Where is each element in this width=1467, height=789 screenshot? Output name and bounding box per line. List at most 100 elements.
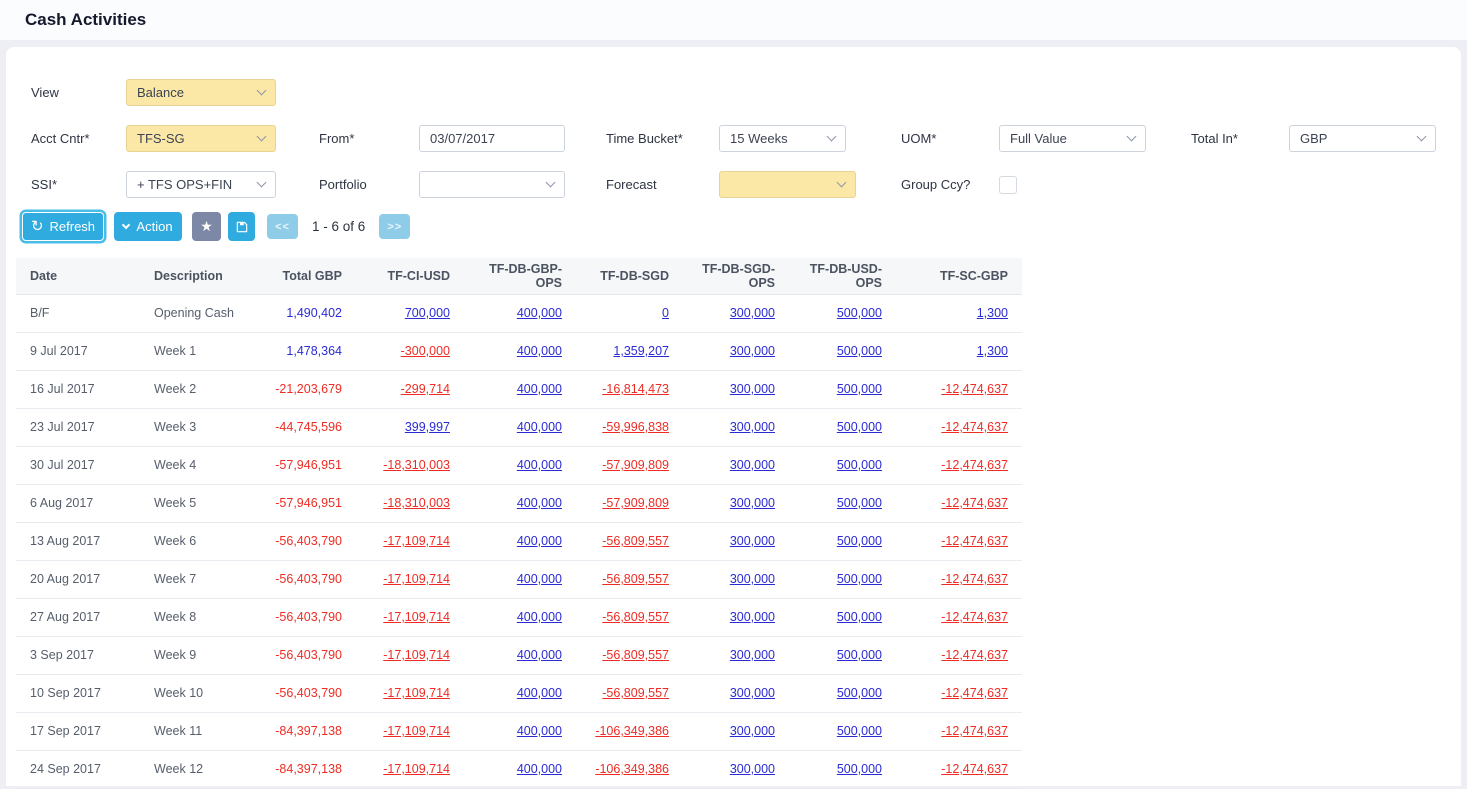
favorite-button[interactable]: ★ (192, 212, 221, 241)
cell-amount-link[interactable]: 400,000 (464, 294, 576, 333)
cell-amount-link[interactable]: -12,474,637 (896, 446, 1022, 485)
cell-amount-link[interactable]: 400,000 (464, 522, 576, 561)
cell-amount-link[interactable]: 400,000 (464, 712, 576, 751)
column-header[interactable]: Description (140, 258, 252, 295)
pagination-next-button[interactable]: >> (379, 214, 411, 239)
column-header[interactable]: TF-DB-USD-OPS (789, 258, 896, 295)
uom-select[interactable]: Full Value (999, 125, 1146, 152)
cell-amount-link[interactable]: 500,000 (789, 332, 896, 371)
column-header[interactable]: Date (16, 258, 140, 295)
cell-amount-link[interactable]: -17,109,714 (356, 674, 464, 713)
cell-amount-link[interactable]: -299,714 (356, 370, 464, 409)
from-date-input[interactable] (430, 131, 554, 146)
cell-amount-link[interactable]: 300,000 (683, 484, 789, 523)
cell-amount-link[interactable]: -12,474,637 (896, 560, 1022, 599)
cell-amount-link[interactable]: -56,809,557 (576, 636, 683, 675)
cell-amount-link[interactable]: -12,474,637 (896, 408, 1022, 447)
cell-amount-link[interactable]: 400,000 (464, 446, 576, 485)
cell-amount-link[interactable]: 300,000 (683, 522, 789, 561)
column-header[interactable]: TF-DB-SGD-OPS (683, 258, 789, 295)
cell-amount-link[interactable]: 500,000 (789, 522, 896, 561)
cell-amount-link[interactable]: -57,909,809 (576, 484, 683, 523)
cell-amount-link[interactable]: 1,300 (896, 332, 1022, 371)
cell-amount-link[interactable]: 300,000 (683, 332, 789, 371)
cell-amount-link[interactable]: 500,000 (789, 674, 896, 713)
refresh-button[interactable]: ↻ Refresh (22, 212, 104, 241)
cell-amount-link[interactable]: 300,000 (683, 636, 789, 675)
cell-amount-link[interactable]: 400,000 (464, 408, 576, 447)
cell-amount-link[interactable]: -12,474,637 (896, 636, 1022, 675)
cell-amount-link[interactable]: -12,474,637 (896, 712, 1022, 751)
cell-amount-link[interactable]: -16,814,473 (576, 370, 683, 409)
cell-amount-link[interactable]: 300,000 (683, 408, 789, 447)
cell-amount-link[interactable]: -106,349,386 (576, 712, 683, 751)
cell-amount-link[interactable]: -300,000 (356, 332, 464, 371)
cell-amount-link[interactable]: -17,109,714 (356, 598, 464, 637)
ssi-select[interactable]: + TFS OPS+FIN (126, 171, 276, 198)
cell-amount-link[interactable]: 400,000 (464, 370, 576, 409)
cell-amount-link[interactable]: 400,000 (464, 750, 576, 789)
cell-amount-link[interactable]: 1,359,207 (576, 332, 683, 371)
cell-amount-link[interactable]: 400,000 (464, 598, 576, 637)
cell-amount-link[interactable]: -106,349,386 (576, 750, 683, 789)
action-button[interactable]: Action (114, 212, 182, 241)
cell-amount-link[interactable]: 300,000 (683, 712, 789, 751)
cell-amount-link[interactable]: -18,310,003 (356, 484, 464, 523)
cell-amount-link[interactable]: -12,474,637 (896, 484, 1022, 523)
cell-amount-link[interactable]: -12,474,637 (896, 674, 1022, 713)
cell-amount-link[interactable]: -12,474,637 (896, 522, 1022, 561)
cell-amount-link[interactable]: 399,997 (356, 408, 464, 447)
cell-amount-link[interactable]: -57,909,809 (576, 446, 683, 485)
time-bucket-select[interactable]: 15 Weeks (719, 125, 846, 152)
cell-amount-link[interactable]: -56,809,557 (576, 560, 683, 599)
view-select[interactable]: Balance (126, 79, 276, 106)
cell-amount-link[interactable]: 400,000 (464, 332, 576, 371)
cell-amount-link[interactable]: 500,000 (789, 712, 896, 751)
cell-amount-link[interactable]: -17,109,714 (356, 750, 464, 789)
cell-amount-link[interactable]: 400,000 (464, 560, 576, 599)
save-button[interactable] (228, 212, 255, 241)
cell-amount-link[interactable]: -17,109,714 (356, 522, 464, 561)
cell-amount-link[interactable]: 300,000 (683, 446, 789, 485)
portfolio-select[interactable] (419, 171, 565, 198)
forecast-select[interactable] (719, 171, 856, 198)
cell-amount-link[interactable]: -17,109,714 (356, 712, 464, 751)
cell-amount-link[interactable]: 500,000 (789, 598, 896, 637)
cell-amount-link[interactable]: -56,809,557 (576, 522, 683, 561)
cell-amount-link[interactable]: 400,000 (464, 636, 576, 675)
pagination-prev-button[interactable]: << (267, 214, 298, 239)
cell-amount-link[interactable]: -18,310,003 (356, 446, 464, 485)
column-header[interactable]: TF-DB-SGD (576, 258, 683, 295)
cell-amount-link[interactable]: 500,000 (789, 560, 896, 599)
cell-amount-link[interactable]: 500,000 (789, 370, 896, 409)
cell-amount-link[interactable]: 500,000 (789, 484, 896, 523)
column-header[interactable]: Total GBP (252, 258, 356, 295)
cell-amount-link[interactable]: 1,300 (896, 294, 1022, 333)
total-in-select[interactable]: GBP (1289, 125, 1436, 152)
column-header[interactable]: TF-CI-USD (356, 258, 464, 295)
cell-amount-link[interactable]: -12,474,637 (896, 598, 1022, 637)
column-header[interactable]: TF-DB-GBP-OPS (464, 258, 576, 295)
cell-amount-link[interactable]: 500,000 (789, 294, 896, 333)
cell-amount-link[interactable]: 300,000 (683, 674, 789, 713)
acct-cntr-select[interactable]: TFS-SG (126, 125, 276, 152)
cell-amount-link[interactable]: 500,000 (789, 408, 896, 447)
cell-amount-link[interactable]: -59,996,838 (576, 408, 683, 447)
cell-amount-link[interactable]: 500,000 (789, 446, 896, 485)
cell-amount-link[interactable]: -56,809,557 (576, 598, 683, 637)
cell-amount-link[interactable]: 300,000 (683, 294, 789, 333)
cell-amount-link[interactable]: 500,000 (789, 750, 896, 789)
cell-amount-link[interactable]: -12,474,637 (896, 370, 1022, 409)
cell-amount-link[interactable]: 400,000 (464, 484, 576, 523)
cell-amount-link[interactable]: -12,474,637 (896, 750, 1022, 789)
cell-amount-link[interactable]: 300,000 (683, 560, 789, 599)
cell-amount-link[interactable]: -56,809,557 (576, 674, 683, 713)
cell-amount-link[interactable]: 500,000 (789, 636, 896, 675)
cell-amount-link[interactable]: -17,109,714 (356, 560, 464, 599)
cell-amount-link[interactable]: 400,000 (464, 674, 576, 713)
cell-amount-link[interactable]: 700,000 (356, 294, 464, 333)
group-ccy-checkbox[interactable] (999, 175, 1017, 194)
cell-amount-link[interactable]: -17,109,714 (356, 636, 464, 675)
column-header[interactable]: TF-SC-GBP (896, 258, 1022, 295)
cell-amount-link[interactable]: 0 (576, 294, 683, 333)
